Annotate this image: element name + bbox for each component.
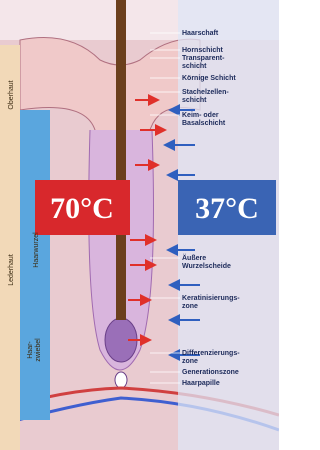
left-label: Haar-zwiebel: [27, 338, 42, 362]
papilla: [115, 372, 127, 388]
label-line: Keratinisierungs-: [182, 295, 240, 302]
left-label: Lederhaut: [8, 254, 15, 286]
label-line: Keim- oder: [182, 112, 219, 119]
label-line: Generationszone: [182, 369, 239, 376]
hot-temperature: 70°C: [50, 192, 114, 225]
left-label: Haarwurzel: [33, 232, 40, 268]
label-line: Körnige Schicht: [182, 75, 236, 82]
label-line: Transparent-: [182, 55, 225, 62]
label-line: Basalschicht: [182, 120, 226, 127]
label-line: Haarpapille: [182, 380, 220, 387]
body-temperature: 37°C: [195, 192, 259, 225]
label-line: Stachelzellen-: [182, 89, 229, 96]
right-label: Haarpapille: [182, 380, 220, 387]
right-label: Körnige Schicht: [182, 75, 236, 82]
label-line: schicht: [182, 63, 207, 70]
right-label: Haarschaft: [182, 30, 219, 37]
label-line: Differenzierungs-: [182, 350, 240, 357]
right-label: Generationszone: [182, 369, 239, 376]
label-line: Wurzelscheide: [182, 263, 231, 270]
label-line: Hornschicht: [182, 47, 224, 54]
label-line: Äußere: [182, 254, 206, 262]
left-label: Oberhaut: [8, 80, 15, 109]
label-line: zone: [182, 358, 198, 365]
hair-shaft: [116, 0, 126, 320]
label-line: Haarschaft: [182, 30, 219, 37]
hair-diagram: 70°C 37°C Oberhaut Lederhaut Haarwurzel …: [0, 0, 279, 450]
right-label: Hornschicht: [182, 47, 224, 54]
label-line: schicht: [182, 97, 207, 104]
label-line: zone: [182, 303, 198, 310]
